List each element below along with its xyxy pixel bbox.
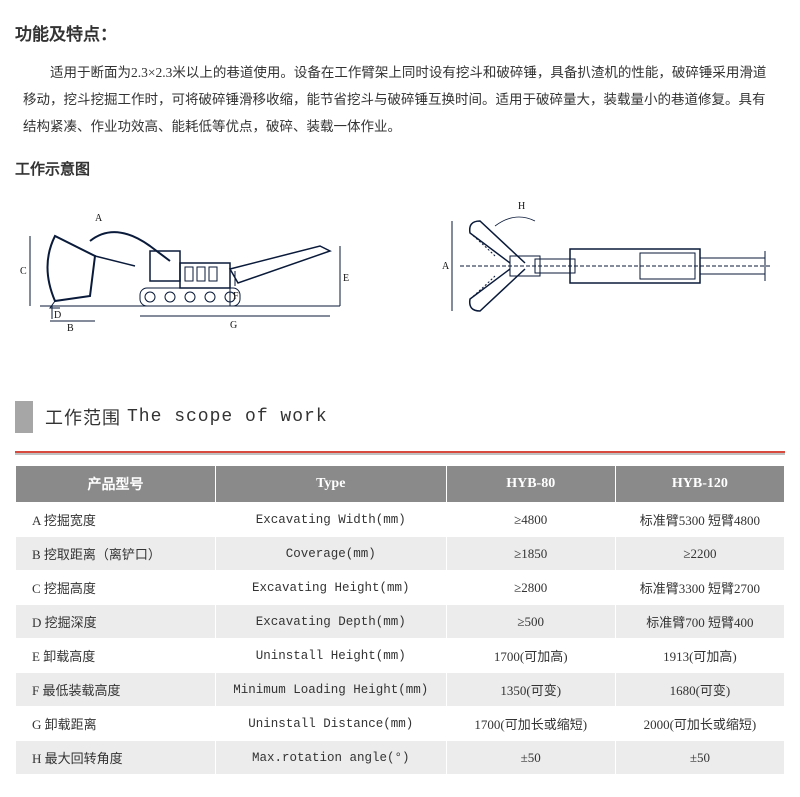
table-cell: 1700(可加长或缩短) — [446, 707, 615, 741]
table-cell: Minimum Loading Height(mm) — [215, 673, 446, 707]
table-cell: Excavating Depth(mm) — [215, 605, 446, 639]
dim-label-a: A — [95, 213, 103, 224]
col-header: 产品型号 — [16, 466, 216, 503]
dim-label-e: E — [343, 273, 349, 284]
dim-label-b: B — [67, 323, 74, 334]
table-cell: ±50 — [615, 741, 784, 775]
table-cell: 2000(可加长或缩短) — [615, 707, 784, 741]
col-header: HYB-80 — [446, 466, 615, 503]
table-cell: ±50 — [446, 741, 615, 775]
col-header: HYB-120 — [615, 466, 784, 503]
table-cell: 1700(可加高) — [446, 639, 615, 673]
spec-table: 产品型号 Type HYB-80 HYB-120 A 挖掘宽度Excavatin… — [15, 465, 785, 775]
diagram-area: C D B A F G E — [15, 191, 785, 341]
scope-bar-icon — [15, 401, 33, 433]
table-cell: C 挖掘高度 — [16, 571, 216, 605]
dim-label-h: H — [518, 201, 525, 212]
scope-header: 工作范围 The scope of work — [15, 401, 785, 433]
diagram-side-view: C D B A F G E — [20, 191, 350, 341]
table-cell: G 卸载距离 — [16, 707, 216, 741]
table-cell: F 最低装载高度 — [16, 673, 216, 707]
dim-label-a2: A — [442, 261, 450, 272]
table-cell: 1913(可加高) — [615, 639, 784, 673]
table-cell: ≥500 — [446, 605, 615, 639]
table-cell: H 最大回转角度 — [16, 741, 216, 775]
table-cell: A 挖掘宽度 — [16, 503, 216, 537]
table-cell: ≥2200 — [615, 537, 784, 571]
table-cell: Uninstall Height(mm) — [215, 639, 446, 673]
dim-label-d: D — [54, 310, 61, 321]
table-cell: ≥4800 — [446, 503, 615, 537]
table-cell: B 挖取距离（离铲口） — [16, 537, 216, 571]
description-text: 适用于断面为2.3×2.3米以上的巷道使用。设备在工作臂架上同时设有挖斗和破碎锤… — [15, 59, 785, 140]
table-cell: 标准臂3300 短臂2700 — [615, 571, 784, 605]
table-cell: Excavating Height(mm) — [215, 571, 446, 605]
col-header: Type — [215, 466, 446, 503]
table-cell: Max.rotation angle(°) — [215, 741, 446, 775]
table-row: F 最低装载高度Minimum Loading Height(mm)1350(可… — [16, 673, 785, 707]
table-cell: ≥2800 — [446, 571, 615, 605]
table-row: B 挖取距离（离铲口）Coverage(mm)≥1850≥2200 — [16, 537, 785, 571]
diagram-title: 工作示意图 — [15, 158, 785, 179]
table-cell: D 挖掘深度 — [16, 605, 216, 639]
table-row: G 卸载距离Uninstall Distance(mm)1700(可加长或缩短)… — [16, 707, 785, 741]
table-cell: Uninstall Distance(mm) — [215, 707, 446, 741]
table-cell: Excavating Width(mm) — [215, 503, 446, 537]
scope-label-en: The scope of work — [127, 407, 328, 427]
scope-label-cn: 工作范围 — [45, 404, 121, 430]
table-row: D 挖掘深度Excavating Depth(mm)≥500标准臂700 短臂4… — [16, 605, 785, 639]
table-cell: 1680(可变) — [615, 673, 784, 707]
table-cell: Coverage(mm) — [215, 537, 446, 571]
dim-label-g: G — [230, 320, 237, 331]
divider-gray — [15, 453, 785, 455]
dim-label-f: F — [233, 291, 239, 302]
table-cell: 标准臂700 短臂400 — [615, 605, 784, 639]
table-row: H 最大回转角度Max.rotation angle(°)±50±50 — [16, 741, 785, 775]
table-cell: 1350(可变) — [446, 673, 615, 707]
table-row: C 挖掘高度Excavating Height(mm)≥2800标准臂3300 … — [16, 571, 785, 605]
table-row: E 卸载高度Uninstall Height(mm)1700(可加高)1913(… — [16, 639, 785, 673]
diagram-top-view: A H — [440, 191, 780, 341]
table-header-row: 产品型号 Type HYB-80 HYB-120 — [16, 466, 785, 503]
main-title: 功能及特点： — [15, 20, 785, 45]
table-row: A 挖掘宽度Excavating Width(mm)≥4800标准臂5300 短… — [16, 503, 785, 537]
dim-label-c: C — [20, 266, 27, 277]
table-cell: E 卸载高度 — [16, 639, 216, 673]
table-cell: 标准臂5300 短臂4800 — [615, 503, 784, 537]
table-cell: ≥1850 — [446, 537, 615, 571]
